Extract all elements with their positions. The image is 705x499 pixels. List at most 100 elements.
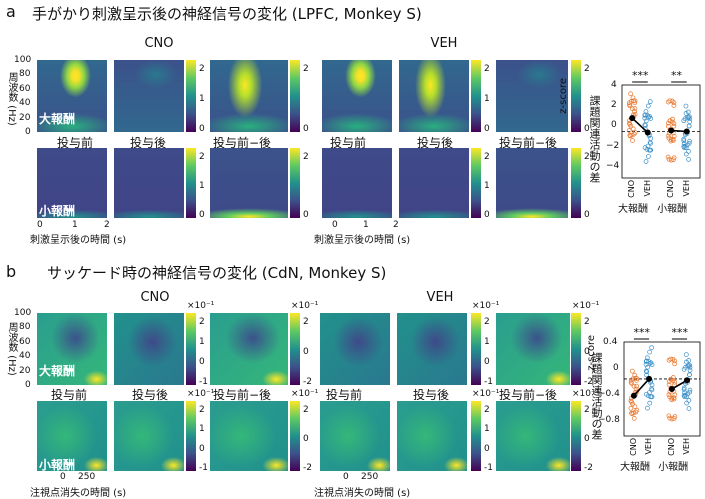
data-point [687, 138, 692, 144]
b-colorbar-tick: 1 [484, 337, 490, 347]
b-colorbar-tick: 2 [484, 405, 490, 415]
data-point [634, 383, 640, 389]
chart-xtick: VEH [681, 180, 691, 197]
b-heatmap-r1-c5 [496, 401, 570, 471]
a-heatmap-r0-c2 [210, 60, 288, 132]
data-point [672, 361, 677, 367]
panel-a-title: 手がかり刺激呈示後の神経信号の変化 (LPFC, Monkey S) [32, 5, 422, 23]
b-colorbar-tick: 0 [303, 347, 309, 357]
data-point [643, 118, 649, 124]
data-point [666, 382, 672, 388]
b-colorbar-exp: ×10⁻¹ [291, 389, 319, 399]
panel-a-col-diff-cno: 投与前−後 [212, 136, 272, 150]
data-point [687, 367, 693, 373]
panel-b-label: b [6, 262, 17, 281]
chart-ytick: −0.8 [598, 415, 620, 426]
data-point [628, 405, 634, 411]
chart-ylabel: 課題関連活動の差 [588, 95, 601, 183]
panel-b-title: サッケード時の神経信号の変化 (CdN, Monkey S) [47, 264, 387, 282]
a-colorbar-tick: 2 [484, 64, 490, 74]
chart-ylabel: 課題関連活動の差 [590, 352, 603, 440]
b-colorbar-r1-1 [290, 401, 300, 471]
panel-a-veh-title: VEH [430, 36, 458, 51]
chart-ytick: 4 [611, 80, 617, 90]
data-point [672, 414, 678, 419]
chart-ytick: 2 [611, 100, 617, 111]
b-heatmap-r1-c3 [320, 401, 390, 471]
b-colorbar-tick: 2 [303, 317, 309, 327]
b-colorbar-exp: ×10⁻¹ [572, 389, 600, 399]
a-colorbar-tick: 2 [584, 64, 590, 74]
panel-a-ylabel: 周波数 (Hz) [6, 72, 17, 126]
panel-a-col-post-veh: 投与後 [416, 136, 453, 150]
b-colorbar-tick: 0 [484, 443, 490, 454]
a-colorbar-tick: 2 [303, 64, 309, 74]
chart-ytick: 0 [611, 120, 617, 131]
data-point [630, 95, 636, 101]
b-colorbar-tick: -1 [484, 463, 493, 473]
b-colorbar-tick: 2 [303, 405, 309, 415]
data-point [681, 136, 687, 142]
b-heatmap-r0-c1 [114, 313, 184, 385]
data-point [631, 131, 637, 137]
a-heatmap-r1-c2 [210, 148, 288, 218]
data-point [666, 156, 672, 162]
data-point [681, 385, 687, 391]
data-point [671, 123, 677, 129]
b-heatmap-r1-c0 [37, 401, 107, 471]
data-point [648, 140, 653, 146]
b-colorbar-tick: 2 [584, 405, 590, 415]
panel-a-xtick-1-veh: 1 [363, 220, 369, 230]
panel-b-col-diff-cno: 投与前−後 [212, 388, 272, 402]
b-colorbar-r0-0 [186, 313, 196, 385]
data-point [626, 120, 632, 126]
data-point [687, 372, 692, 378]
panel-b-col-post-veh: 投与後 [412, 388, 449, 402]
data-point [644, 358, 649, 364]
mean-marker [668, 127, 675, 134]
b-colorbar-tick: 1 [484, 424, 490, 435]
chart-group-label: 大報酬 [618, 204, 648, 215]
b-colorbar-r0-3 [571, 313, 581, 385]
b-colorbar-tick: 2 [484, 317, 490, 327]
data-point [681, 393, 687, 398]
b-colorbar-tick: -2 [584, 377, 593, 387]
data-point [633, 386, 639, 392]
data-point [666, 357, 672, 363]
chart-xtick: CNO [666, 180, 676, 198]
a-colorbar-tick: 0 [199, 124, 205, 134]
chart-ytick: 0 [613, 363, 619, 374]
data-point [686, 149, 691, 154]
b-colorbar-tick: 0 [199, 357, 205, 367]
a-colorbar-r1-2 [471, 148, 481, 218]
b-heatmap-r1-c1 [114, 401, 184, 471]
a-colorbar-r0-1 [290, 60, 300, 132]
data-point [643, 159, 649, 164]
b-heatmap-r0-c2 [210, 313, 288, 385]
b-colorbar-tick: 2 [584, 317, 590, 327]
ytick: 60 [19, 336, 31, 347]
data-point [629, 411, 635, 417]
significance-label: *** [671, 326, 688, 339]
data-point [632, 98, 638, 104]
data-point [668, 157, 674, 163]
a-colorbar-tick: 2 [303, 152, 309, 162]
data-point [671, 155, 677, 161]
data-point [628, 398, 634, 404]
chart-xtick: VEH [642, 180, 652, 197]
data-point [666, 123, 671, 129]
data-point [634, 389, 640, 395]
data-point [683, 103, 689, 109]
mean-marker [629, 115, 636, 122]
data-point [681, 144, 687, 149]
data-point [672, 392, 678, 398]
b-heatmap-r0-c0 [37, 313, 107, 385]
chart-xtick: CNO [628, 438, 638, 456]
a-heatmap-r0-c1 [114, 60, 184, 132]
panel-b-xtick-250-veh: 250 [361, 472, 379, 482]
data-point [686, 406, 692, 411]
data-point [645, 364, 650, 370]
data-point [642, 112, 648, 118]
a-colorbar-r1-3 [571, 148, 581, 218]
b-colorbar-tick: 0 [584, 434, 590, 444]
